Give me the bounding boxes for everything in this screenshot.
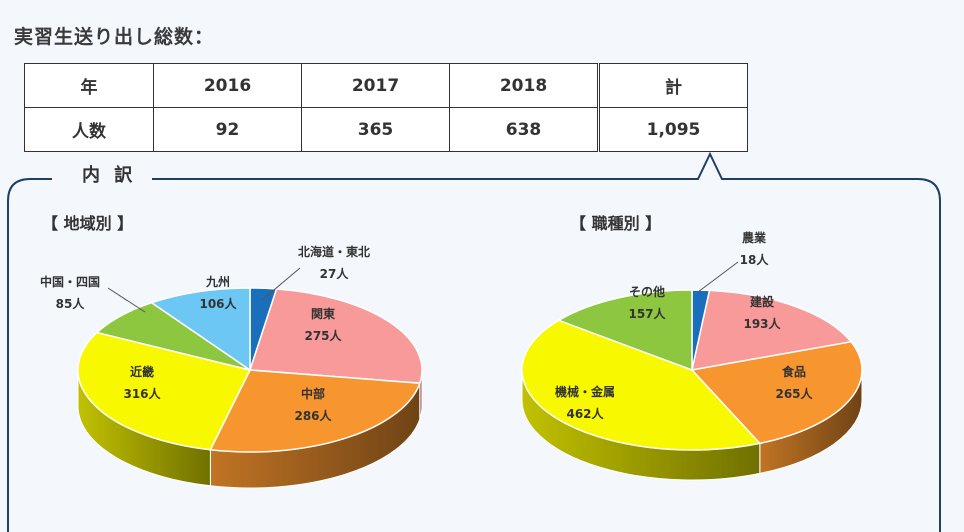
slice-value-label: 275人 bbox=[304, 328, 342, 343]
slice-label: 機械・金属 bbox=[555, 384, 615, 399]
occupation-chart-title: 【 職種別 】 bbox=[570, 214, 662, 233]
slice-value-label: 18人 bbox=[740, 252, 770, 267]
table-header-cell: 計 bbox=[597, 63, 748, 108]
pie-slice bbox=[521, 319, 762, 451]
slice-value-label: 85人 bbox=[56, 296, 86, 311]
slice-value-label: 462人 bbox=[566, 406, 604, 421]
table-row-label: 人数 bbox=[24, 107, 154, 152]
leader-line bbox=[107, 287, 146, 313]
slice-label: 中部 bbox=[301, 386, 325, 401]
slice-label: 建設 bbox=[749, 294, 775, 309]
slice-label: その他 bbox=[629, 284, 665, 299]
pie-slice bbox=[690, 340, 863, 445]
summary-table: 年 2016 2017 2018 計 人数 92 365 638 1,095 bbox=[24, 63, 748, 152]
table-cell: 638 bbox=[449, 107, 599, 152]
slice-value-label: 27人 bbox=[320, 266, 350, 281]
section-title: 内 訳 bbox=[78, 161, 141, 187]
slice-label: 関東 bbox=[311, 306, 335, 321]
region-chart-title: 【 地域別 】 bbox=[42, 214, 134, 233]
slice-value-label: 157人 bbox=[628, 306, 666, 321]
slice-value-label: 265人 bbox=[775, 386, 813, 401]
table-header-cell: 2018 bbox=[449, 63, 599, 108]
slice-value-label: 286人 bbox=[294, 408, 332, 423]
table-cell: 92 bbox=[153, 107, 302, 152]
slice-value-label: 106人 bbox=[199, 296, 237, 311]
pie-slice bbox=[248, 288, 423, 385]
leader-line bbox=[697, 261, 739, 293]
slice-label: 近畿 bbox=[130, 364, 154, 379]
pie-slice bbox=[691, 289, 853, 371]
slice-label: 九州 bbox=[205, 274, 230, 289]
slice-label: 食品 bbox=[781, 364, 806, 379]
page-heading: 実習生送り出し総数： bbox=[14, 26, 215, 48]
slice-label: 農業 bbox=[742, 230, 767, 245]
table-header-row: 年 2016 2017 2018 計 bbox=[24, 63, 748, 108]
table-row: 人数 92 365 638 1,095 bbox=[24, 107, 748, 152]
slice-value-label: 193人 bbox=[743, 316, 781, 331]
pie-slice bbox=[77, 331, 252, 451]
leader-line bbox=[261, 267, 301, 301]
table-cell: 1,095 bbox=[597, 107, 748, 152]
table-cell: 365 bbox=[301, 107, 450, 152]
slice-value-label: 316人 bbox=[123, 386, 161, 401]
slice-label: 中国・四国 bbox=[40, 274, 100, 289]
slice-label: 北海道・東北 bbox=[298, 244, 370, 259]
pie-slice bbox=[150, 287, 251, 372]
pie-slice bbox=[209, 369, 421, 453]
pie-slice bbox=[557, 289, 693, 372]
